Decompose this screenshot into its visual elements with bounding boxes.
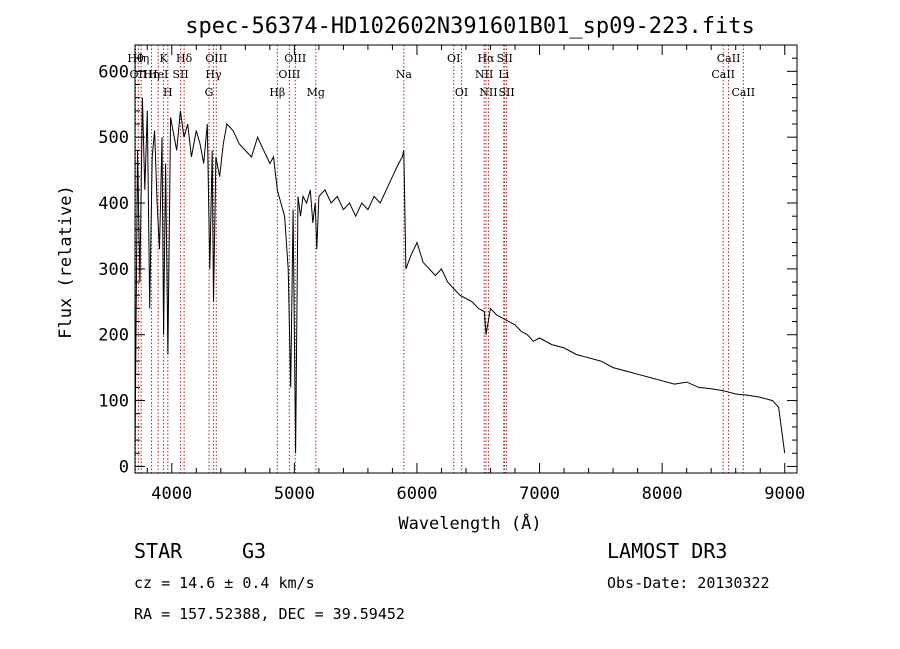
x-tick-labels: 4000 5000 6000 7000 8000 9000 — [151, 484, 805, 504]
spectral-line-label: SII — [498, 86, 514, 99]
x-tick-label: 4000 — [151, 484, 192, 504]
spectral-line-label: Na — [396, 68, 413, 81]
spectral-line-label: OIII — [278, 68, 300, 81]
spectral-line-label: Hα — [477, 52, 495, 65]
spectral-line-label: Li — [498, 68, 509, 81]
x-tick-label: 7000 — [519, 484, 560, 504]
spectral-line-label: K — [159, 52, 168, 65]
spectrum-series-line — [134, 97, 786, 454]
x-tick-label: 6000 — [396, 484, 437, 504]
x-tick-label: 9000 — [764, 484, 805, 504]
spectral-line-label: H — [163, 86, 173, 99]
spectral-line-label: SII — [172, 68, 188, 81]
spectral-line-label: SII — [497, 52, 513, 65]
x-tick-label: 5000 — [274, 484, 315, 504]
y-tick-label: 100 — [98, 392, 129, 412]
object-subclass: G3 — [242, 539, 266, 563]
spectral-line-label: OI — [455, 86, 468, 99]
survey-name: LAMOST DR3 — [607, 539, 727, 563]
spectral-line-label: HeI — [148, 68, 168, 81]
spectral-line-label: Hη — [143, 68, 159, 81]
x-tick-label: 8000 — [642, 484, 683, 504]
spectral-line-label: OI — [447, 52, 460, 65]
y-tick-label: 0 — [119, 457, 129, 477]
axis-ticks — [135, 45, 797, 473]
y-axis-label: Flux (relative) — [56, 185, 76, 339]
coordinates-text: RA = 157.52388, DEC = 39.59452 — [134, 605, 405, 623]
x-axis-label: Wavelength (Å) — [398, 512, 541, 534]
spectral-line-label: NII — [475, 68, 493, 81]
y-tick-label: 200 — [98, 326, 129, 346]
spectral-line-label: Hβ — [269, 86, 285, 99]
spectral-line-label: NII — [479, 86, 497, 99]
spectral-line-label: OIII — [205, 52, 227, 65]
spectral-line-label: G — [205, 86, 214, 99]
y-tick-label: 500 — [98, 128, 129, 148]
obs-date-text: Obs-Date: 20130322 — [607, 574, 770, 592]
object-class: STAR — [134, 539, 183, 563]
y-tick-label: 400 — [98, 194, 129, 214]
spectral-line-label: Hη — [133, 52, 149, 65]
y-tick-label: 600 — [98, 62, 129, 82]
spectral-line-labels: HθOIIHηHηHeIKHSIIHδGHγOIIIHβOIIIOIIIMgNa… — [127, 52, 755, 99]
chart-title: spec-56374-HD102602N391601B01_sp09-223.f… — [185, 14, 755, 39]
y-tick-labels: 0 100 200 300 400 500 600 — [98, 62, 129, 477]
plot-frame — [134, 44, 798, 474]
spectral-line-label: Hδ — [176, 52, 193, 65]
spectral-line-label: Hγ — [205, 68, 222, 81]
spectral-line-label: OIII — [284, 52, 306, 65]
spectral-line-label: Mg — [307, 86, 325, 99]
redshift-text: cz = 14.6 ± 0.4 km/s — [134, 574, 315, 592]
spectral-line-label: CaII — [711, 68, 735, 81]
spectral-line-label: CaII — [731, 86, 755, 99]
spectral-line-markers — [134, 45, 744, 473]
spectral-line-label: CaII — [717, 52, 741, 65]
y-tick-label: 300 — [98, 260, 129, 280]
